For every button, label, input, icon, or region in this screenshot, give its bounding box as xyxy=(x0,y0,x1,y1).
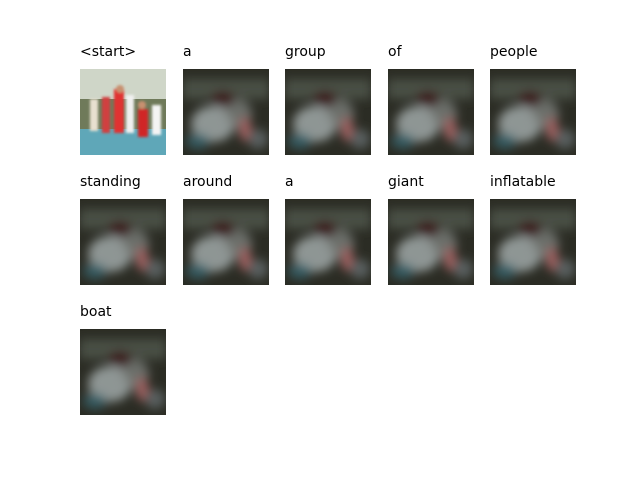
attention-image xyxy=(183,69,269,155)
word-label: group xyxy=(285,44,326,60)
panel: <start> xyxy=(80,44,166,155)
attention-image xyxy=(490,69,576,155)
word-label: inflatable xyxy=(490,174,556,190)
attention-image xyxy=(80,69,166,155)
attention-image xyxy=(80,199,166,285)
word-label: of xyxy=(388,44,403,60)
panel: people xyxy=(490,44,576,155)
panel: group xyxy=(285,44,371,155)
word-label: around xyxy=(183,174,232,190)
word-label: standing xyxy=(80,174,141,190)
attention-image xyxy=(388,199,474,285)
panel: a xyxy=(183,44,269,155)
word-label: people xyxy=(490,44,537,60)
attention-image xyxy=(285,69,371,155)
attention-image xyxy=(490,199,576,285)
panel: around xyxy=(183,174,269,285)
word-label: boat xyxy=(80,304,112,320)
word-label: a xyxy=(183,44,192,60)
panel: a xyxy=(285,174,371,285)
panel: giant xyxy=(388,174,474,285)
panel: standing xyxy=(80,174,166,285)
word-label: a xyxy=(285,174,294,190)
attention-image xyxy=(183,199,269,285)
panel: boat xyxy=(80,304,166,415)
attention-image xyxy=(388,69,474,155)
panel: of xyxy=(388,44,474,155)
attention-image xyxy=(285,199,371,285)
word-label: giant xyxy=(388,174,424,190)
word-label: <start> xyxy=(80,44,136,60)
panel: inflatable xyxy=(490,174,576,285)
attention-image xyxy=(80,329,166,415)
